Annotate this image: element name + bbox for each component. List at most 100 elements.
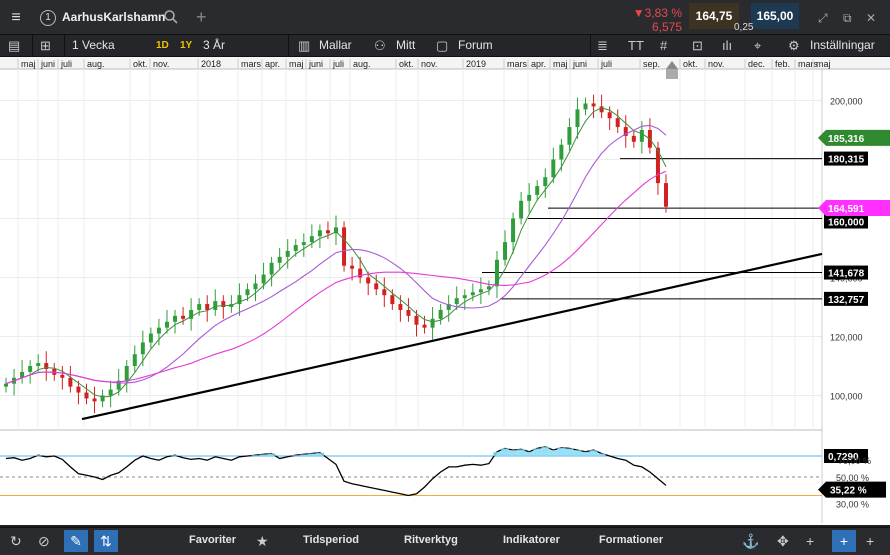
zoom-icon[interactable]: + (866, 533, 875, 549)
candle-body (503, 242, 508, 260)
crosshair-grid-icon[interactable]: # (660, 38, 668, 53)
time-axis-bar (0, 57, 890, 69)
candle-body (527, 194, 532, 201)
indicators-button[interactable]: Indikatorer (503, 534, 560, 546)
add-instrument-icon[interactable]: + (196, 7, 207, 27)
candle-body (92, 398, 97, 402)
formations-button[interactable]: Formationer (599, 534, 664, 546)
time-axis-label: okt. (683, 59, 698, 69)
settings-gear-icon[interactable]: ⚙ (788, 38, 800, 53)
time-axis-label: aug. (87, 59, 105, 69)
fit-chart-icon[interactable]: ⊡ (692, 38, 703, 53)
text-size-icon[interactable]: TT (628, 38, 644, 53)
popout-icon[interactable]: ⧉ (843, 11, 852, 25)
ask-price[interactable]: 165,00 (751, 3, 799, 29)
candle-body (205, 304, 210, 310)
hamburger-menu-icon[interactable]: ≡ (11, 9, 21, 26)
candle-body (148, 333, 153, 343)
candle-body (486, 286, 491, 290)
sort-arrows-icon[interactable]: ⇅ (94, 530, 118, 552)
time-cursor-marker[interactable] (666, 61, 678, 69)
candle-body (4, 383, 8, 387)
anchor-icon[interactable]: ⚓ (742, 533, 760, 549)
forum-button[interactable]: Forum (458, 38, 493, 52)
plus-small-icon[interactable]: + (806, 533, 815, 549)
rsi-overbought-fill (557, 447, 566, 456)
candle-body (446, 304, 451, 310)
crosshair-active-icon[interactable]: + (832, 530, 856, 552)
candle-body (470, 292, 475, 296)
candle-body (398, 304, 403, 310)
reset-icon[interactable]: ↻ (10, 533, 22, 549)
candle-body (390, 295, 395, 305)
candle-body (575, 109, 580, 128)
settings-button[interactable]: Inställningar (810, 38, 875, 52)
bid-price[interactable]: 164,75 (689, 3, 739, 29)
time-axis-label: juni (572, 59, 587, 69)
instrument-name[interactable]: AarhusKarlshamn (62, 10, 166, 24)
star-icon[interactable]: ★ (256, 533, 269, 549)
time-axis-label: 2018 (201, 59, 221, 69)
time-axis-label: maj (553, 59, 568, 69)
candle-body (551, 159, 556, 178)
templates-button[interactable]: Mallar (319, 38, 352, 52)
mine-icon[interactable]: ⚇ (374, 38, 386, 53)
chart-area[interactable]: maj juni juli aug. okt. nov. 2018 mars apr. maj ju… (0, 57, 890, 525)
pencil-icon[interactable]: ✎ (64, 530, 88, 552)
range-3y-button[interactable]: 3 År (203, 38, 226, 52)
candle-body (301, 242, 306, 246)
time-axis-label: nov. (421, 59, 437, 69)
close-icon[interactable]: ✕ (866, 11, 877, 25)
drawing-tools-button[interactable]: Ritverktyg (404, 534, 458, 546)
chart-svg[interactable]: maj juni juli aug. okt. nov. 2018 mars apr. maj ju… (0, 57, 890, 525)
time-axis-label: juli (60, 59, 72, 69)
rsi-overbought-fill (267, 453, 276, 456)
time-axis-label: nov. (708, 59, 724, 69)
range-1y-button[interactable]: 1Y (180, 40, 193, 51)
candle-body (414, 315, 419, 325)
layout-icon[interactable]: ▤ (8, 38, 21, 53)
mine-button[interactable]: Mitt (396, 38, 416, 52)
candle-body (116, 380, 121, 390)
ma-long-line (5, 170, 667, 385)
candle-body (325, 230, 330, 234)
rsi-overbought-fill (541, 446, 550, 456)
move-icon[interactable]: ✥ (777, 533, 789, 549)
current-price-green-bg (818, 129, 890, 146)
rsi-overbought-fill (315, 452, 324, 456)
range-1d-button[interactable]: 1D (156, 40, 169, 51)
rsi-overbought-fill (291, 455, 300, 456)
rsi-level-high: 70,00 % (838, 456, 871, 466)
grid-layout-icon[interactable]: ⊞ (40, 38, 51, 53)
candle-body (655, 147, 660, 184)
candle-body (156, 327, 161, 334)
chart-toolbar: ▤ ⊞ 1 Vecka 1D 1Y 3 År ▥ Mallar ⚇ Mitt ▢… (0, 35, 890, 57)
compare-icon[interactable]: ≣ (597, 38, 608, 53)
favorites-button[interactable]: Favoriter (189, 534, 237, 546)
search-icon[interactable] (163, 9, 179, 25)
time-period-button[interactable]: Tidsperiod (303, 534, 360, 546)
expand-icon[interactable]: ⤢ (818, 11, 828, 25)
candle-body (350, 265, 355, 269)
time-axis-label: sep. (643, 59, 660, 69)
time-axis-label: maj (21, 59, 36, 69)
instrument-number-badge: 1 (40, 10, 56, 26)
forum-icon[interactable]: ▢ (436, 38, 449, 53)
title-bar: ≡ 1 AarhusKarlshamn + ▼3,83 % 6,575 164,… (0, 0, 890, 35)
candle-body (189, 309, 194, 319)
templates-icon[interactable]: ▥ (298, 38, 311, 53)
candle-body (132, 354, 137, 366)
rsi-overbought-fill (34, 455, 43, 456)
candle-body (511, 218, 516, 243)
candle-body (623, 127, 628, 136)
trend-line[interactable] (81, 252, 823, 421)
interval-selector[interactable]: 1 Vecka (72, 38, 115, 52)
change-absolute: 6,575 (651, 20, 682, 34)
cancel-icon[interactable]: ⊘ (38, 533, 50, 549)
time-cursor-box[interactable] (666, 69, 678, 79)
crosshair-icon[interactable]: ⌖ (754, 38, 762, 53)
rsi-overbought-fill (573, 450, 582, 456)
rsi-current-label: 0,7290 (828, 452, 859, 463)
bars-icon[interactable]: ılı (722, 38, 733, 53)
candle-body (631, 135, 636, 142)
